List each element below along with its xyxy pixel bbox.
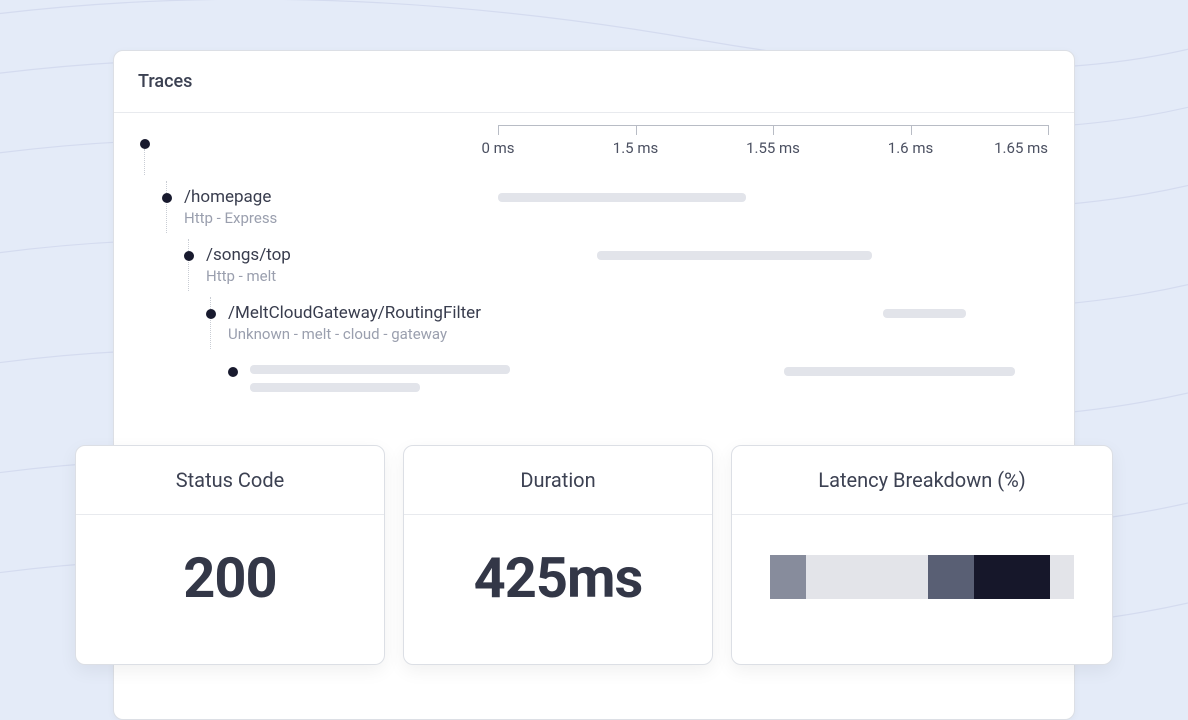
latency-segment	[928, 555, 974, 599]
span-subtitle: Http - Express	[184, 209, 277, 227]
span-subtitle: Unknown - melt - cloud - gateway	[228, 325, 481, 343]
ruler-tick	[636, 125, 637, 135]
ruler-tick	[498, 125, 499, 135]
status-code-value: 200	[86, 545, 374, 611]
duration-label: Duration	[404, 446, 712, 515]
span-row[interactable]: /homepage Http - Express	[140, 187, 1048, 245]
placeholder-line	[250, 365, 510, 374]
status-code-label: Status Code	[76, 446, 384, 515]
duration-value: 425ms	[414, 545, 702, 611]
span-row[interactable]	[140, 361, 1048, 419]
span-dot-icon	[140, 139, 150, 149]
duration-card: Duration 425ms	[403, 445, 713, 665]
span-labels: /homepage Http - Express	[184, 187, 277, 227]
ruler-tick	[773, 125, 774, 135]
ruler-tick	[911, 125, 912, 135]
span-dot-icon	[184, 251, 194, 261]
span-duration-bar	[498, 193, 746, 202]
latency-segment	[806, 555, 928, 599]
span-dot-icon	[162, 193, 172, 203]
span-row[interactable]: /MeltCloudGateway/RoutingFilter Unknown -…	[140, 303, 1048, 361]
span-subtitle: Http - melt	[206, 267, 291, 285]
span-labels: /songs/top Http - melt	[206, 245, 291, 285]
latency-segment	[1050, 555, 1074, 599]
span-title: /MeltCloudGateway/RoutingFilter	[228, 303, 481, 323]
latency-label: Latency Breakdown (%)	[732, 446, 1112, 515]
latency-segment	[770, 555, 806, 599]
span-dot-icon	[228, 367, 238, 377]
latency-segment	[974, 555, 1050, 599]
span-title: /homepage	[184, 187, 277, 207]
span-dot-icon	[206, 309, 216, 319]
span-title: /songs/top	[206, 245, 291, 265]
tree-connector	[166, 181, 167, 233]
status-code-card: Status Code 200	[75, 445, 385, 665]
span-labels: /MeltCloudGateway/RoutingFilter Unknown -…	[228, 303, 481, 343]
latency-bar	[770, 555, 1074, 599]
span-row[interactable]	[140, 135, 1048, 187]
span-row[interactable]: /songs/top Http - melt	[140, 245, 1048, 303]
ruler-tick	[1048, 125, 1049, 135]
span-duration-bar	[883, 309, 966, 318]
traces-body: 0 ms 1.5 ms 1.55 ms 1.6 ms 1.65 ms /home…	[114, 113, 1074, 419]
placeholder-line	[250, 383, 420, 392]
span-duration-bar	[597, 251, 872, 260]
span-duration-bar	[784, 367, 1015, 376]
tree-connector	[210, 297, 211, 349]
panel-title: Traces	[114, 51, 1074, 113]
tree-connector	[188, 239, 189, 291]
latency-breakdown-card: Latency Breakdown (%)	[731, 445, 1113, 665]
tree-connector	[144, 149, 145, 175]
span-tree: /homepage Http - Express/songs/top Http - …	[140, 135, 1048, 419]
